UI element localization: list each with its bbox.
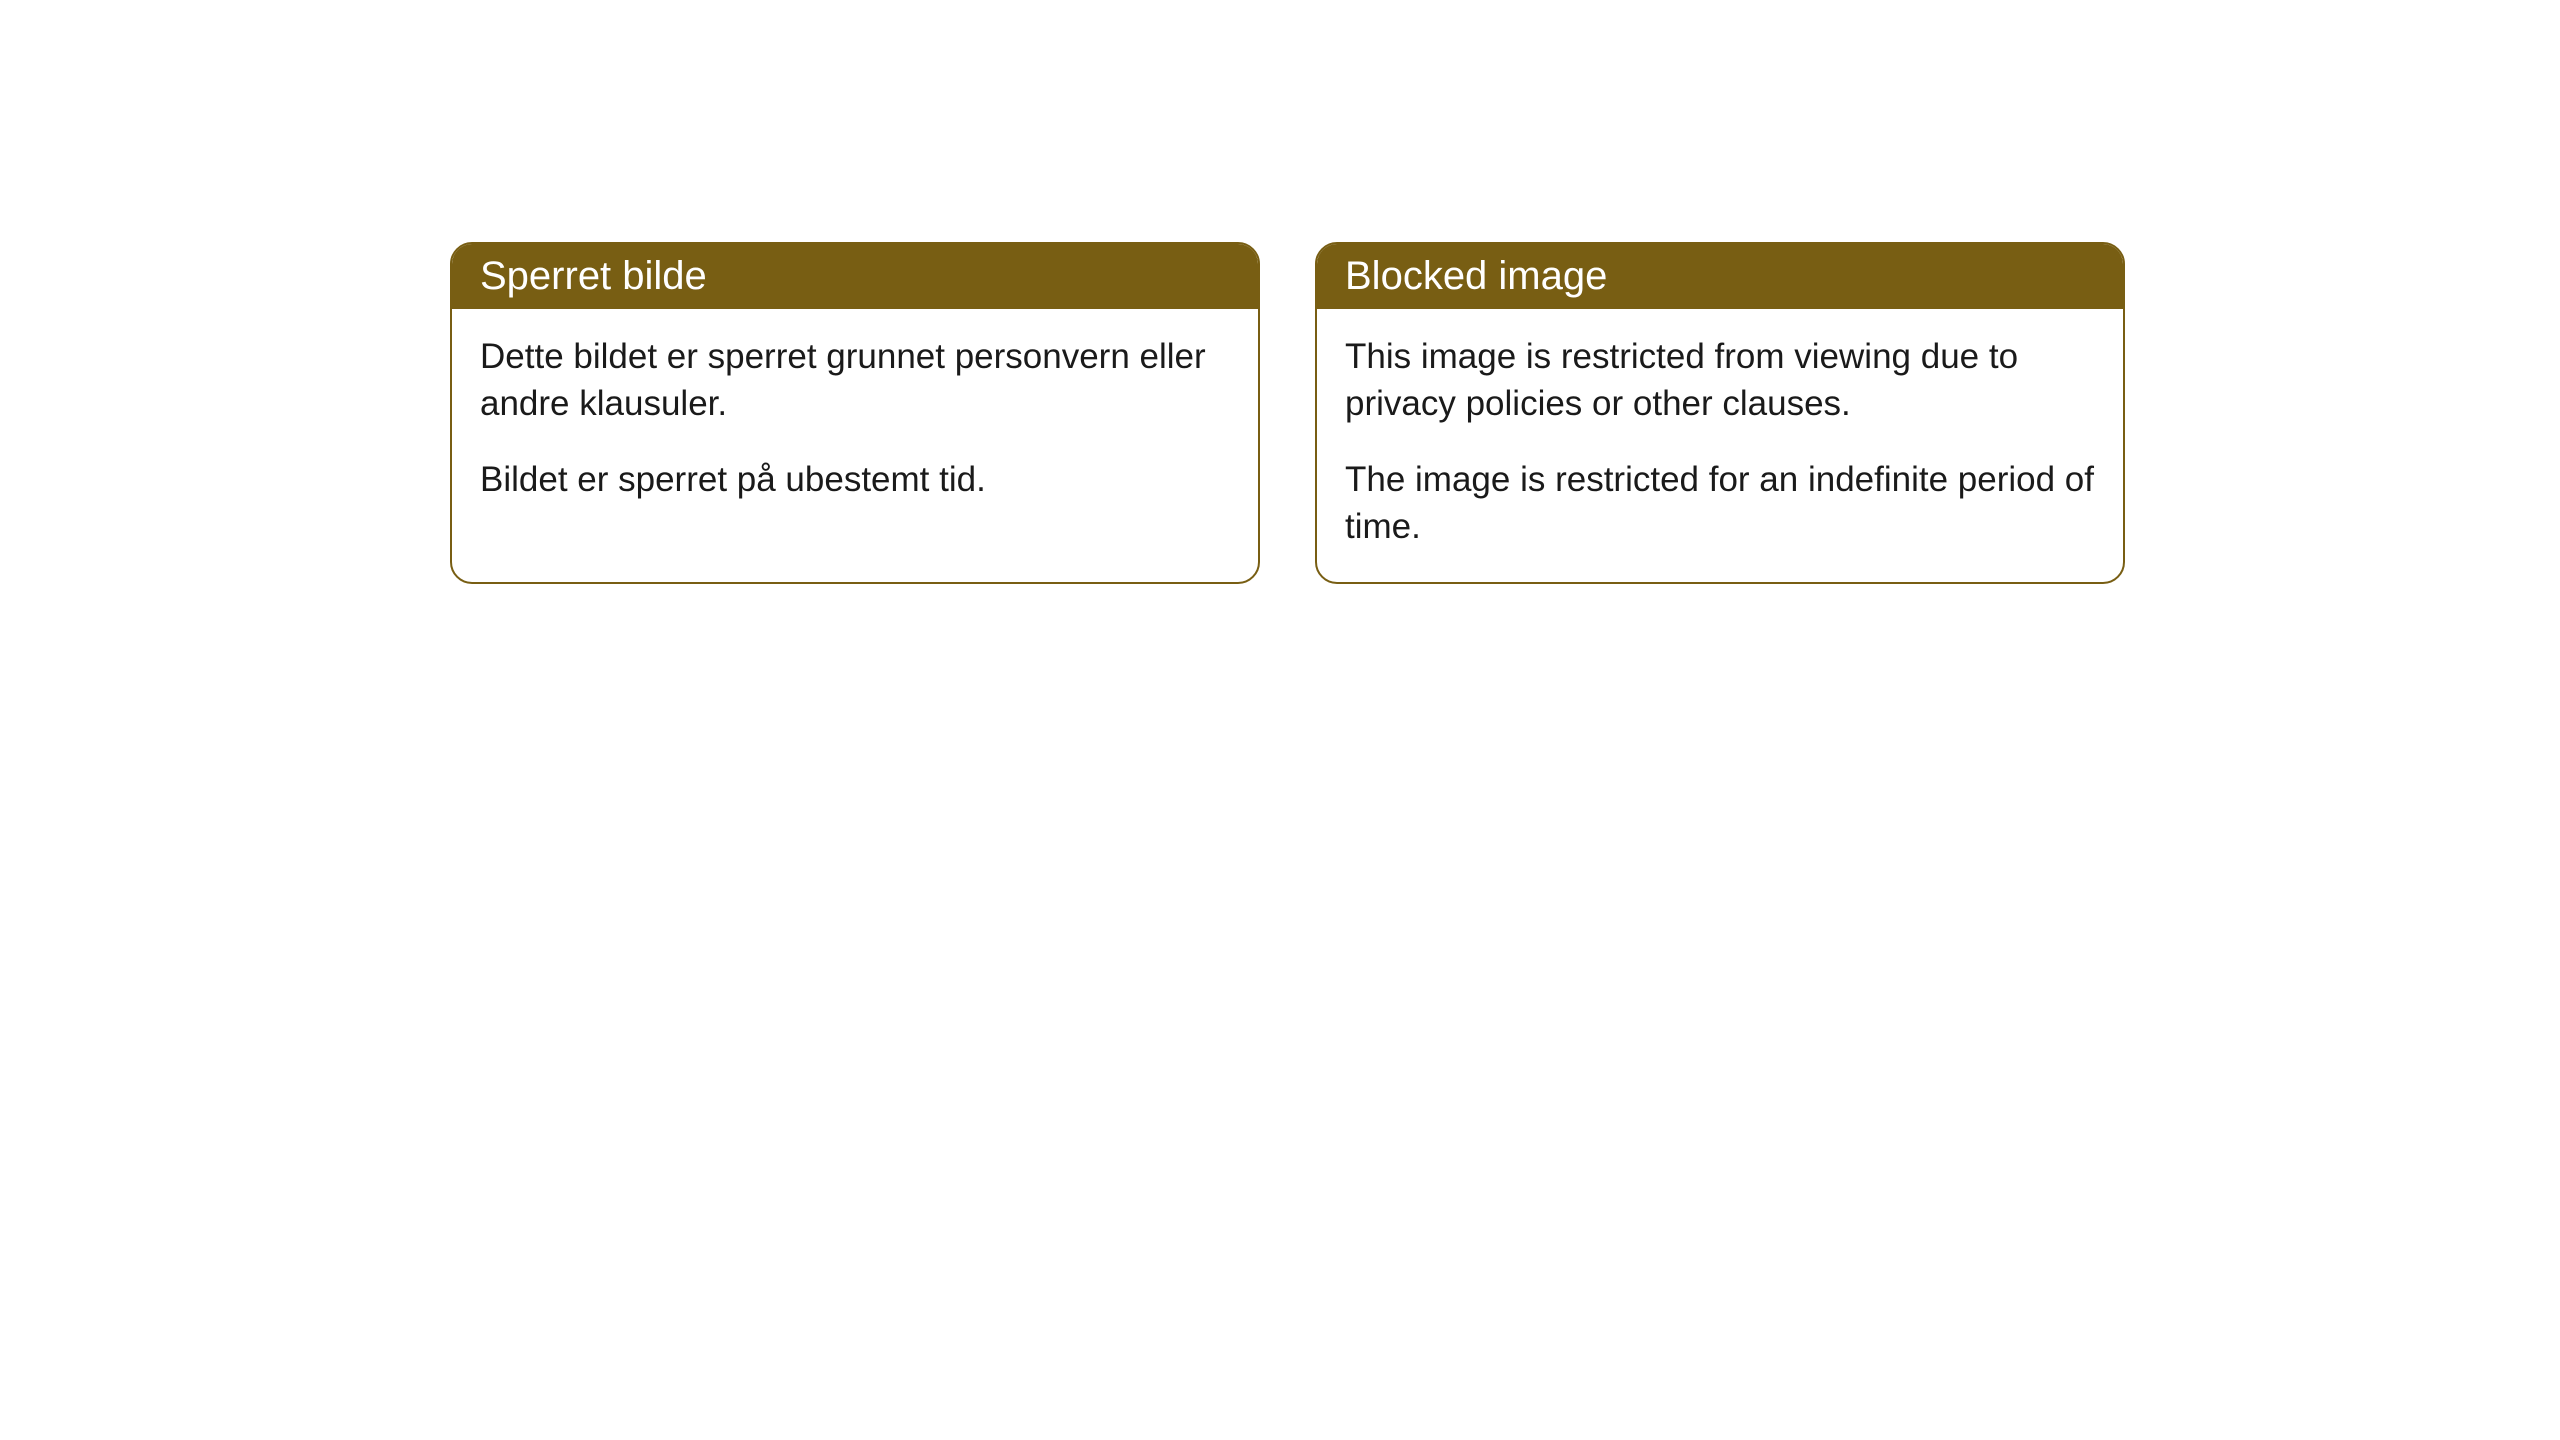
card-body: Dette bildet er sperret grunnet personve… (452, 309, 1258, 535)
notice-card-norwegian: Sperret bilde Dette bildet er sperret gr… (450, 242, 1260, 584)
card-header: Blocked image (1317, 244, 2123, 309)
card-paragraph: This image is restricted from viewing du… (1345, 333, 2095, 428)
notice-cards-container: Sperret bilde Dette bildet er sperret gr… (450, 242, 2125, 584)
notice-card-english: Blocked image This image is restricted f… (1315, 242, 2125, 584)
card-header: Sperret bilde (452, 244, 1258, 309)
card-title: Sperret bilde (480, 254, 707, 298)
card-paragraph: Bildet er sperret på ubestemt tid. (480, 456, 1230, 503)
card-title: Blocked image (1345, 254, 1607, 298)
card-paragraph: Dette bildet er sperret grunnet personve… (480, 333, 1230, 428)
card-body: This image is restricted from viewing du… (1317, 309, 2123, 582)
card-paragraph: The image is restricted for an indefinit… (1345, 456, 2095, 551)
